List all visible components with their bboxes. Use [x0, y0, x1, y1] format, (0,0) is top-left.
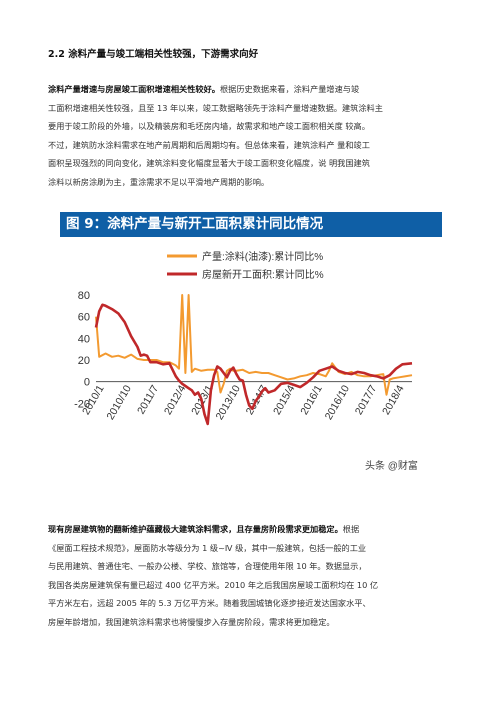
paragraph-line: 房屋年龄增加，我国建筑涂料需求也将慢慢步入存量房阶段，需求将更加稳定。: [48, 616, 335, 627]
paragraph-line: 不过，建筑防水涂料需求在地产前周期和后周期均有。但总体来看，建筑涂料产 量和竣工: [48, 139, 370, 150]
series-line-new-starts: [94, 303, 413, 426]
y-tick-label: 0: [84, 377, 90, 389]
x-tick-label: 2011/7: [135, 383, 161, 416]
series-line-paint-output: [95, 294, 413, 396]
y-axis: -20 0 20 40 60 80: [74, 290, 90, 410]
x-tick-label: 2016/10: [323, 383, 352, 422]
legend-label-paint: 产量:涂料(油漆):累计同比%: [202, 250, 323, 263]
paragraph-line: 平方米左右，远超 2005 年的 5.3 万亿平方米。随着我国城镇化逐步接近发达…: [48, 598, 371, 608]
legend-label-starts: 房屋新开工面积:累计同比%: [202, 268, 324, 281]
paragraph-line: 工面积增速相关性较强，且至 13 年以来，竣工数据略领先于涂料产量增速数据。建筑…: [48, 102, 383, 113]
figure-title: 图 9：涂料产量与新开工面积累计同比情况: [60, 212, 442, 237]
paragraph-line: 与民用建筑、普通住宅、一般办公楼、学校、旅馆等，合理使用年限 10 年。数据显示…: [48, 561, 367, 571]
y-tick-label: 40: [78, 333, 90, 345]
paragraph-lead: 涂料产量增速与房屋竣工面积增速相关性较好。: [48, 84, 220, 94]
y-tick-label: 80: [78, 290, 90, 302]
paragraph-renovation: 现有房屋建筑物的翻新维护蕴藏极大建筑涂料需求，且存量房阶段需求更加稳定。根据 《…: [48, 520, 456, 631]
chart-series: [94, 294, 413, 426]
x-tick-label: 2016/1: [298, 383, 325, 417]
y-tick-label: 60: [78, 312, 90, 324]
paragraph-line: 涂料以新房涂刷为主，重涂需求不足以平滑地产周期的影响。: [48, 176, 270, 187]
section-heading: 2.2 涂料产量与竣工端相关性较强，下游需求向好: [48, 49, 259, 60]
watermark: 头条 @财富: [365, 459, 418, 472]
figure-9: 图 9：涂料产量与新开工面积累计同比情况 产量:涂料(油漆):累计同比% 房屋新…: [60, 212, 442, 484]
paragraph-line: 《屋面工程技术规范》，屋面防水等级分为 1 级~Ⅳ 级，其中一般建筑，包括一般的…: [48, 542, 367, 553]
paragraph-correlation: 涂料产量增速与房屋竣工面积增速相关性较好。根据历史数据来看，涂料产量增速与竣 工…: [48, 80, 456, 191]
y-tick-label: -20: [74, 398, 90, 410]
x-tick-label: 2017/7: [353, 383, 380, 417]
paragraph-lead: 现有房屋建筑物的翻新维护蕴藏极大建筑涂料需求，且存量房阶段需求更加稳定。: [48, 524, 343, 534]
x-tick-label: 2012/4: [162, 383, 189, 417]
x-tick-label: 2013/10: [214, 383, 243, 422]
chart-legend: 产量:涂料(油漆):累计同比% 房屋新开工面积:累计同比%: [167, 250, 324, 281]
paragraph-line: 我国各类房屋建筑保有量已超过 400 亿平方米。2010 年之后我国房屋竣工面积…: [48, 579, 379, 590]
paragraph-line: 根据: [342, 524, 360, 534]
line-chart: 产量:涂料(油漆):累计同比% 房屋新开工面积:累计同比% -20 0 20 40 60…: [74, 250, 418, 472]
x-tick-label: 2010/10: [104, 383, 133, 422]
paragraph-line: 要用于竣工阶段的外墙，以及精装房和毛坯房内墙，故需求和地产竣工面积相关度 较高。: [48, 121, 370, 131]
paragraph-line: 根据历史数据来看，涂料产量增速与竣: [219, 84, 360, 94]
y-tick-label: 20: [78, 355, 90, 367]
paragraph-line: 面积呈现强烈的同向变化，建筑涂料变化幅度显著大于竣工面积变化幅度，说 明我国建筑: [48, 158, 370, 168]
x-tick-label: 2018/4: [380, 383, 407, 417]
